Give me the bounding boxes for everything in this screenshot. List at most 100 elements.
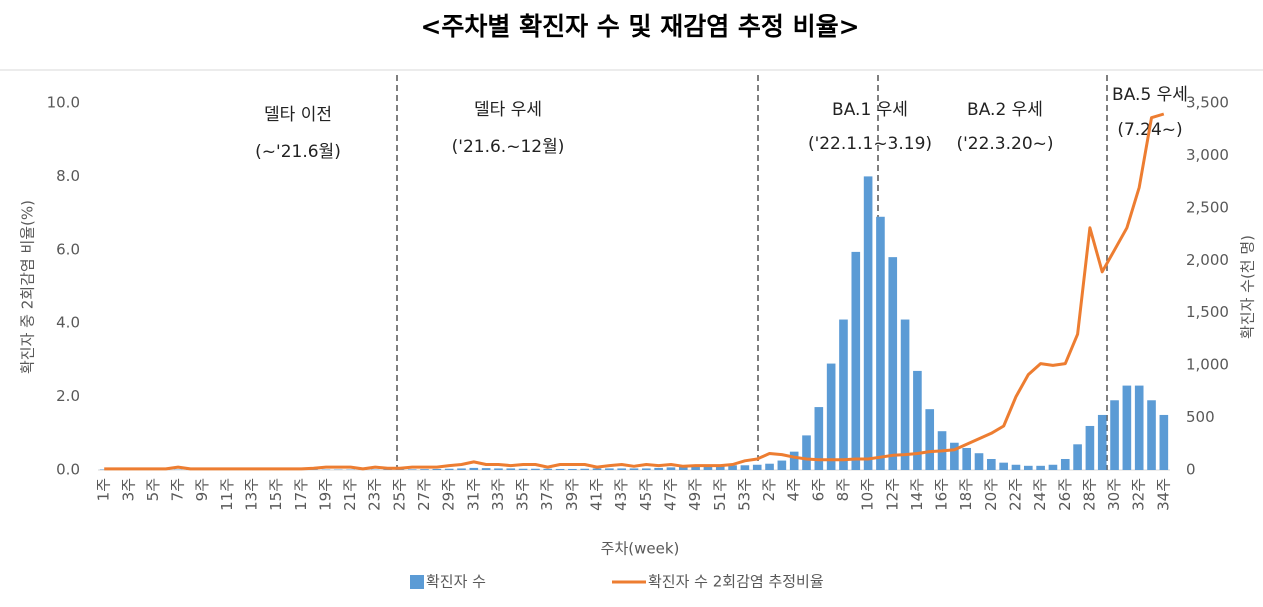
bar xyxy=(1012,465,1021,470)
annotation: BA.1 우세 xyxy=(832,100,908,120)
y-tick-label: 2.0 xyxy=(56,387,80,405)
bar xyxy=(433,469,442,470)
y2-tick-label: 0 xyxy=(1186,461,1196,479)
x-tick-label: 43주 xyxy=(612,478,630,511)
bar xyxy=(1036,466,1045,470)
bar xyxy=(593,468,602,470)
bar xyxy=(790,452,799,470)
bar xyxy=(568,469,577,470)
bar xyxy=(1147,400,1156,470)
x-tick-label: 53주 xyxy=(735,478,753,511)
x-tick-label: 47주 xyxy=(661,478,679,511)
y-tick-label: 10.0 xyxy=(47,94,80,112)
y2-tick-label: 3,500 xyxy=(1186,94,1229,112)
x-tick-label: 25주 xyxy=(390,478,408,511)
x-tick-label: 21주 xyxy=(341,478,359,511)
bar xyxy=(605,468,614,470)
bar xyxy=(470,468,479,470)
bar xyxy=(999,463,1008,470)
annotation: 델타 우세 xyxy=(474,100,542,120)
annotation: (~'21.6월) xyxy=(255,142,341,162)
x-tick-label: 41주 xyxy=(588,478,606,511)
bar xyxy=(445,469,454,470)
x-tick-label: 5주 xyxy=(144,478,162,501)
x-tick-label: 19주 xyxy=(316,478,334,511)
x-tick-label: 29주 xyxy=(440,478,458,511)
annotation: ('22.1.1~3.19) xyxy=(808,134,932,154)
y-tick-label: 0.0 xyxy=(56,461,80,479)
bar xyxy=(408,469,417,470)
bar xyxy=(494,468,503,470)
x-tick-label: 2주 xyxy=(760,478,778,501)
line xyxy=(104,114,1164,469)
x-tick-label: 7주 xyxy=(169,478,187,501)
x-tick-label: 39주 xyxy=(563,478,581,511)
legend-swatch xyxy=(410,575,424,589)
bar xyxy=(1160,415,1169,470)
bar xyxy=(876,217,885,470)
bar xyxy=(753,465,762,470)
bar xyxy=(457,468,466,470)
bar xyxy=(482,468,491,470)
annotation: ('21.6.~12월) xyxy=(452,137,565,157)
bar xyxy=(1024,466,1033,470)
bar xyxy=(617,468,626,470)
x-tick-label: 16주 xyxy=(933,478,951,511)
y-tick-label: 8.0 xyxy=(56,167,80,185)
x-tick-label: 6주 xyxy=(809,478,827,501)
x-tick-label: 45주 xyxy=(637,478,655,511)
bar xyxy=(1061,459,1070,470)
x-axis-label: 주차(week) xyxy=(601,540,680,558)
bar xyxy=(580,469,589,470)
bar xyxy=(864,176,873,470)
x-tick-label: 33주 xyxy=(489,478,507,511)
x-tick-label: 12주 xyxy=(883,478,901,511)
x-tick-label: 32주 xyxy=(1130,478,1148,511)
bar xyxy=(556,469,565,470)
x-tick-label: 35주 xyxy=(514,478,532,511)
x-tick-label: 34주 xyxy=(1154,478,1172,511)
y2-tick-label: 3,000 xyxy=(1186,146,1229,164)
annotation: ('22.3.20~) xyxy=(956,134,1053,154)
x-tick-label: 51주 xyxy=(711,478,729,511)
x-tick-label: 49주 xyxy=(686,478,704,511)
x-tick-label: 11주 xyxy=(218,478,236,511)
bar xyxy=(1123,386,1132,470)
y-tick-label: 6.0 xyxy=(56,240,80,258)
x-tick-label: 26주 xyxy=(1056,478,1074,511)
bar xyxy=(630,468,639,470)
x-tick-label: 9주 xyxy=(193,478,211,501)
x-tick-label: 28주 xyxy=(1080,478,1098,511)
x-tick-label: 23주 xyxy=(366,478,384,511)
bar xyxy=(827,364,836,470)
bar xyxy=(519,469,528,470)
y-axis-label: 확진자 중 2회감염 비율(%) xyxy=(19,200,37,374)
legend-label: 확진자 수 2회감염 추정비율 xyxy=(648,573,824,591)
bar xyxy=(1098,415,1107,470)
bar xyxy=(1135,386,1144,470)
y2-axis-label: 확진자 수(천 명) xyxy=(1239,235,1257,339)
x-tick-label: 27주 xyxy=(415,478,433,511)
bar xyxy=(420,469,429,470)
x-tick-label: 20주 xyxy=(982,478,1000,511)
x-tick-label: 4주 xyxy=(785,478,803,501)
bar xyxy=(506,468,515,470)
x-tick-label: 24주 xyxy=(1031,478,1049,511)
y2-tick-label: 1,500 xyxy=(1186,303,1229,321)
bar xyxy=(888,257,897,470)
y2-tick-label: 2,500 xyxy=(1186,198,1229,216)
bar xyxy=(839,320,848,470)
bar xyxy=(765,464,774,470)
bar xyxy=(925,409,934,470)
y2-tick-label: 2,000 xyxy=(1186,251,1229,269)
bar xyxy=(667,467,676,470)
bar xyxy=(654,468,663,470)
x-tick-label: 30주 xyxy=(1105,478,1123,511)
x-tick-label: 8주 xyxy=(834,478,852,501)
bar xyxy=(741,465,750,470)
y-tick-label: 4.0 xyxy=(56,314,80,332)
legend-label: 확진자 수 xyxy=(426,573,486,591)
chart-title: <주차별 확진자 수 및 재감염 추정 비율> xyxy=(420,12,859,41)
x-tick-label: 3주 xyxy=(119,478,137,501)
